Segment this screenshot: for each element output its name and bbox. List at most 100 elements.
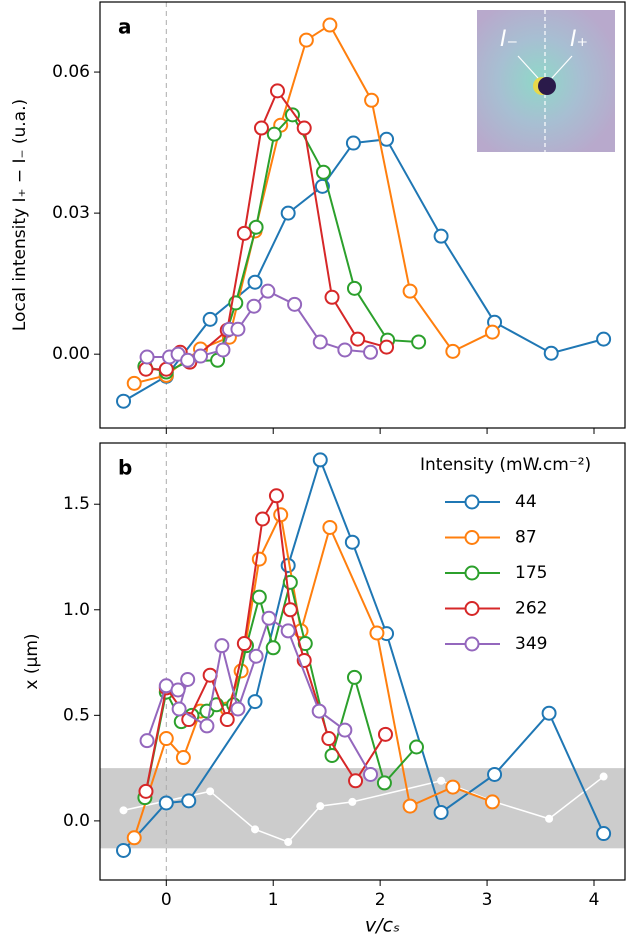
marker — [260, 283, 276, 299]
marker — [402, 798, 418, 814]
axes-frame — [99, 1, 626, 429]
marker — [445, 343, 461, 359]
inset-label: I₋ — [500, 27, 518, 52]
inset-pointer — [517, 55, 539, 79]
marker — [236, 636, 252, 652]
marker — [126, 830, 142, 846]
marker — [484, 794, 500, 810]
marker — [363, 344, 379, 360]
marker — [322, 519, 338, 535]
marker — [193, 348, 209, 364]
marker — [348, 797, 357, 806]
marker — [158, 361, 174, 377]
marker — [139, 349, 155, 365]
marker — [255, 511, 271, 527]
marker — [346, 280, 362, 296]
marker — [116, 842, 132, 858]
legend-marker — [464, 601, 480, 616]
marker — [379, 131, 395, 147]
marker — [230, 701, 246, 717]
series-line — [133, 23, 493, 385]
marker — [126, 375, 142, 391]
legend-marker — [464, 565, 480, 581]
marker — [181, 793, 197, 809]
marker — [312, 452, 328, 468]
marker — [543, 345, 559, 361]
marker — [180, 671, 196, 687]
marker — [214, 638, 230, 654]
marker — [248, 648, 264, 664]
marker — [236, 225, 252, 241]
marker — [180, 352, 196, 368]
marker — [266, 126, 282, 142]
series-line — [144, 113, 419, 374]
marker — [202, 311, 218, 327]
x-tick-label: 1 — [268, 890, 279, 910]
marker — [411, 334, 427, 350]
marker — [322, 17, 338, 33]
legend-marker — [464, 530, 480, 545]
marker — [364, 92, 380, 108]
marker — [337, 722, 353, 738]
marker — [170, 682, 186, 698]
legend-label: 349 — [515, 634, 547, 654]
y-axis-label: Local intensity I₊ − I₋ (u.a.) — [10, 99, 30, 331]
marker — [408, 739, 424, 755]
marker — [346, 669, 362, 685]
marker — [199, 718, 215, 734]
series-line — [123, 138, 604, 403]
panel-label: a — [118, 15, 132, 39]
marker — [219, 712, 235, 728]
marker — [175, 750, 191, 766]
marker — [287, 296, 303, 312]
marker — [265, 640, 281, 656]
marker — [541, 705, 557, 721]
legend-label: 44 — [515, 492, 537, 512]
marker — [484, 324, 500, 340]
marker — [273, 507, 289, 523]
marker — [251, 589, 267, 605]
marker — [268, 488, 284, 504]
marker — [545, 814, 554, 823]
marker — [246, 298, 262, 314]
marker — [402, 283, 418, 299]
marker — [116, 393, 132, 409]
y-tick-label: 0.0 — [63, 811, 90, 831]
marker — [138, 783, 154, 799]
marker — [296, 120, 312, 136]
marker — [337, 342, 353, 358]
x-tick-label: 3 — [482, 890, 493, 910]
marker — [282, 602, 298, 618]
marker — [251, 825, 260, 834]
marker — [138, 361, 154, 377]
marker — [248, 219, 264, 235]
marker — [119, 806, 128, 815]
legend-marker — [464, 494, 480, 510]
y-tick-label: 1.5 — [63, 494, 90, 514]
marker — [253, 120, 269, 136]
y-tick-label: 1.0 — [63, 600, 90, 620]
marker — [599, 772, 608, 781]
marker — [269, 83, 285, 99]
marker — [139, 733, 155, 749]
marker — [363, 766, 379, 782]
axes-frame — [99, 442, 626, 881]
marker — [158, 795, 174, 811]
marker — [206, 787, 215, 796]
marker — [247, 274, 263, 290]
marker — [321, 731, 337, 747]
x-tick-label: 0 — [161, 890, 172, 910]
marker — [215, 342, 231, 358]
marker — [251, 551, 267, 567]
legend-marker — [464, 636, 480, 652]
marker — [315, 164, 331, 180]
marker — [158, 731, 174, 747]
marker — [377, 726, 393, 742]
marker — [312, 334, 328, 350]
marker — [433, 804, 449, 820]
legend-label: 87 — [515, 528, 537, 548]
legend-label: 262 — [515, 599, 547, 619]
marker — [348, 773, 364, 789]
marker — [350, 331, 366, 347]
